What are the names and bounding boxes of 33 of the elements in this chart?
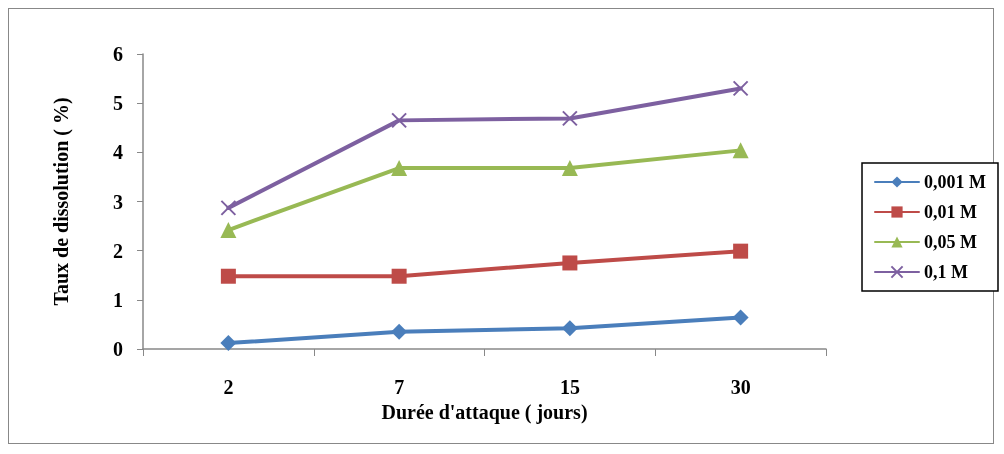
y-tick-label: 1 — [113, 288, 123, 311]
x-tick-label: 2 — [223, 376, 234, 398]
y-tick-label: 5 — [113, 92, 123, 115]
point — [562, 255, 578, 271]
point — [732, 80, 749, 97]
x-tick-label: 30 — [730, 376, 751, 398]
x-tick-label: 15 — [559, 376, 580, 398]
y-axis-title: Taux de dissolution ( %) — [50, 97, 73, 306]
point — [220, 268, 236, 284]
point — [561, 110, 578, 127]
y-tick-label: 2 — [113, 239, 123, 262]
point — [220, 222, 237, 239]
point — [220, 335, 237, 352]
point — [391, 112, 408, 129]
x-tick-label: 7 — [394, 376, 405, 398]
point — [391, 268, 407, 284]
y-tick-label: 6 — [113, 43, 123, 65]
point — [561, 160, 578, 177]
legend-label: 0,001 M — [924, 172, 987, 192]
point — [732, 309, 749, 326]
point — [561, 320, 578, 337]
point — [391, 160, 408, 177]
point — [732, 142, 749, 159]
y-tick-label: 3 — [113, 190, 123, 213]
point — [733, 243, 749, 259]
y-tick-label: 0 — [113, 338, 123, 360]
x-axis-title: Durée d'attaque ( jours) — [381, 400, 588, 424]
legend-label: 0,05 M — [924, 232, 978, 252]
point — [391, 323, 408, 340]
legend-label: 0,01 M — [924, 202, 978, 222]
point — [220, 199, 237, 216]
y-tick-label: 4 — [113, 141, 123, 164]
legend-label: 0,1 M — [924, 262, 969, 282]
